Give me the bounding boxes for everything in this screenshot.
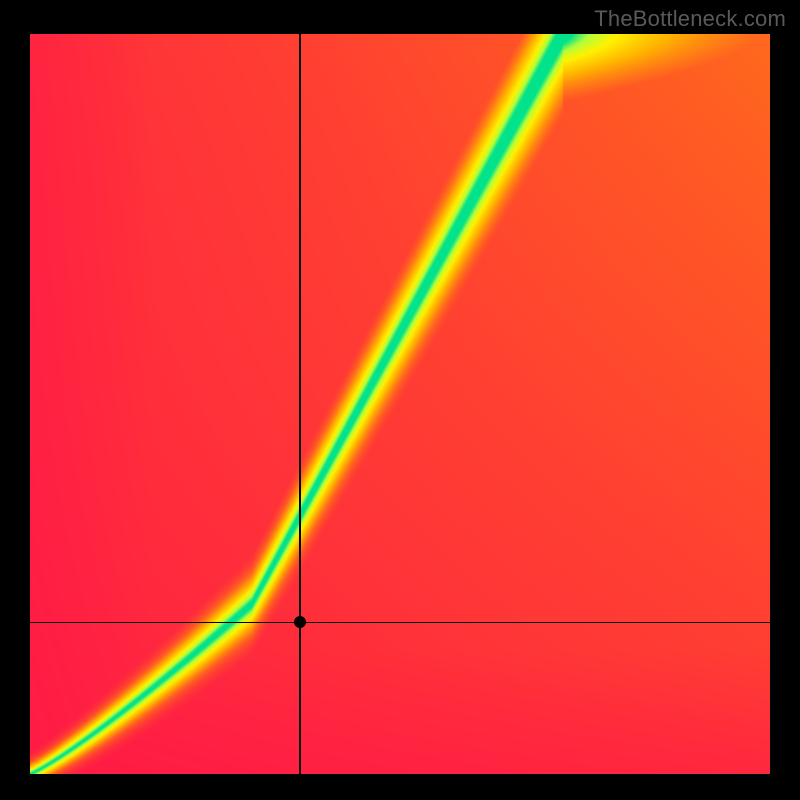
chart-wrapper: TheBottleneck.com <box>0 0 800 800</box>
crosshair-horizontal <box>30 622 770 624</box>
crosshair-vertical <box>299 34 301 774</box>
heatmap-canvas <box>30 34 770 774</box>
watermark-text: TheBottleneck.com <box>594 6 786 32</box>
plot-frame <box>30 34 770 774</box>
